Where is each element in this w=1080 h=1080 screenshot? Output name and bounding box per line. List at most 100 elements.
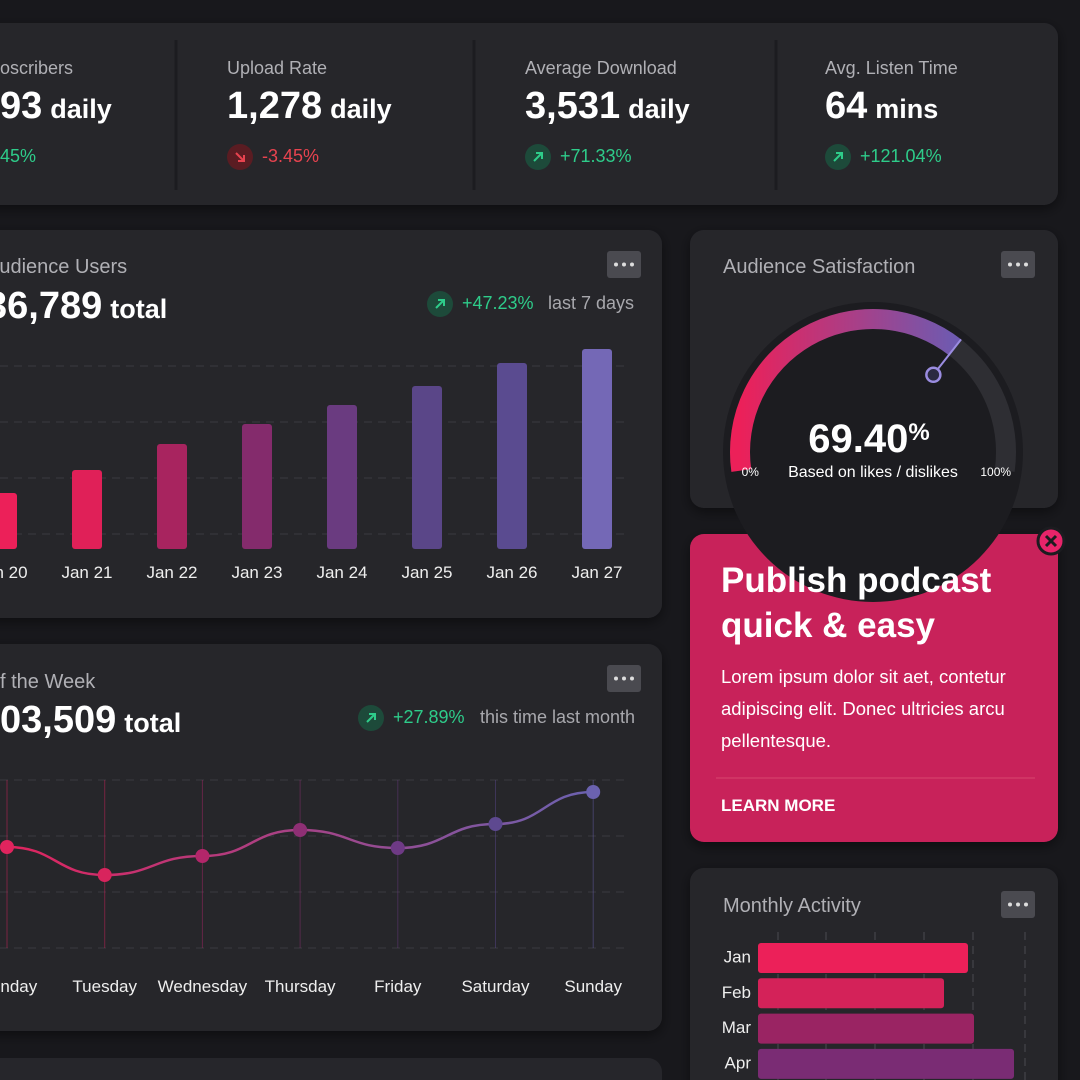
x-tick-label: Friday xyxy=(374,977,422,996)
point xyxy=(97,868,112,882)
total: 36,789 total xyxy=(0,285,167,327)
stat-label: Upload Rate xyxy=(227,58,327,78)
stat-label: Avg. Listen Time xyxy=(825,58,958,78)
x-tick-label: Jan 20 xyxy=(0,563,28,582)
promo-card xyxy=(690,534,1058,842)
card-title: Audience Users xyxy=(0,256,127,278)
x-tick-label: Jan 21 xyxy=(61,563,112,582)
y-tick-label: Mar xyxy=(722,1018,752,1037)
gauge-value-label: 69.40% xyxy=(808,417,929,461)
change: 45% xyxy=(0,146,36,166)
bar xyxy=(758,1013,974,1044)
value: 1,278 xyxy=(227,85,322,127)
unit: total xyxy=(124,708,181,738)
y-tick-label: Jan xyxy=(724,947,751,966)
trend-icon xyxy=(525,144,551,170)
x-tick-label: Tuesday xyxy=(72,977,137,996)
menu-button[interactable] xyxy=(607,665,641,692)
gauge-knob xyxy=(925,366,942,384)
trend-icon xyxy=(358,705,384,731)
value: 69.40 xyxy=(808,417,908,461)
trend-arrow xyxy=(366,713,376,723)
bar xyxy=(157,444,187,549)
card-title: f the Week xyxy=(0,671,96,693)
x-tick-label: Jan 23 xyxy=(231,563,282,582)
gauge-value xyxy=(730,309,962,472)
stat-label: Average Download xyxy=(525,58,677,78)
trend-arrow xyxy=(435,299,445,309)
x-tick-label: Jan 26 xyxy=(486,563,537,582)
x-tick-label: Jan 27 xyxy=(571,563,622,582)
change: +47.23% xyxy=(462,293,534,313)
gauge-face xyxy=(723,302,1023,602)
bar xyxy=(582,349,612,549)
point xyxy=(195,849,210,863)
card xyxy=(0,644,662,1031)
card-title: Monthly Activity xyxy=(723,895,861,917)
bar xyxy=(758,943,968,973)
y-tick-label: Feb xyxy=(722,983,751,1002)
change: -3.45% xyxy=(262,146,319,166)
menu-button[interactable] xyxy=(607,251,641,278)
x-tick-label: Wednesday xyxy=(158,977,248,996)
change: +121.04% xyxy=(860,146,942,166)
menu-button[interactable] xyxy=(1001,251,1035,278)
unit: % xyxy=(908,419,929,446)
stat-value: 3,531 daily xyxy=(525,85,690,127)
trend-icon xyxy=(825,144,851,170)
change: +27.89% xyxy=(393,707,465,727)
unit: total xyxy=(110,294,167,324)
point xyxy=(586,785,601,799)
value: 36,789 xyxy=(0,285,102,327)
trend-arrow xyxy=(533,152,543,162)
stat-value: 93 daily xyxy=(0,85,112,127)
point xyxy=(488,817,503,831)
bar xyxy=(758,1048,1014,1079)
value: 93 xyxy=(0,85,42,127)
unit: daily xyxy=(50,94,112,124)
card xyxy=(0,1058,662,1080)
tick-label: 100% xyxy=(980,465,1011,479)
bar xyxy=(412,386,442,549)
unit: daily xyxy=(330,94,392,124)
trend-arrow xyxy=(833,152,843,162)
bar xyxy=(72,470,102,549)
unit: daily xyxy=(628,94,690,124)
card-title: Audience Satisfaction xyxy=(723,256,915,278)
y-tick-label: Apr xyxy=(725,1053,752,1072)
x-tick-label: Sunday xyxy=(564,977,622,996)
value: 64 xyxy=(825,85,867,127)
stat-value: 1,278 daily xyxy=(227,85,392,127)
unit: mins xyxy=(875,94,938,124)
learn-more-link[interactable]: LEARN MORE xyxy=(721,796,836,815)
period: last 7 days xyxy=(548,293,634,313)
trend-icon xyxy=(227,144,253,170)
promo-title: Publish podcast quick & easy xyxy=(721,561,992,645)
value: 03,509 xyxy=(0,699,116,741)
x-tick-label: Jan 25 xyxy=(401,563,452,582)
stats-card xyxy=(0,23,1058,205)
close-button[interactable] xyxy=(1036,526,1066,556)
caption: Based on likes / dislikes xyxy=(788,464,958,481)
tick-label: 0% xyxy=(742,465,760,479)
x-tick-label: Jan 22 xyxy=(146,563,197,582)
value: 3,531 xyxy=(525,85,620,127)
bar xyxy=(497,363,527,549)
x-tick-label: Monday xyxy=(0,977,38,996)
stat-label: oscribers xyxy=(0,58,73,78)
trend-arrow xyxy=(235,152,245,162)
total: 03,509 total xyxy=(0,699,181,741)
bar xyxy=(0,493,17,549)
bar xyxy=(327,405,357,549)
x-tick-label: Thursday xyxy=(265,977,336,996)
period: this time last month xyxy=(480,707,635,727)
change: +71.33% xyxy=(560,146,632,166)
point xyxy=(293,823,308,837)
x-tick-label: Saturday xyxy=(461,977,530,996)
menu-button[interactable] xyxy=(1001,891,1035,918)
point xyxy=(0,840,14,854)
bar xyxy=(242,424,272,549)
trend-icon xyxy=(427,291,453,317)
